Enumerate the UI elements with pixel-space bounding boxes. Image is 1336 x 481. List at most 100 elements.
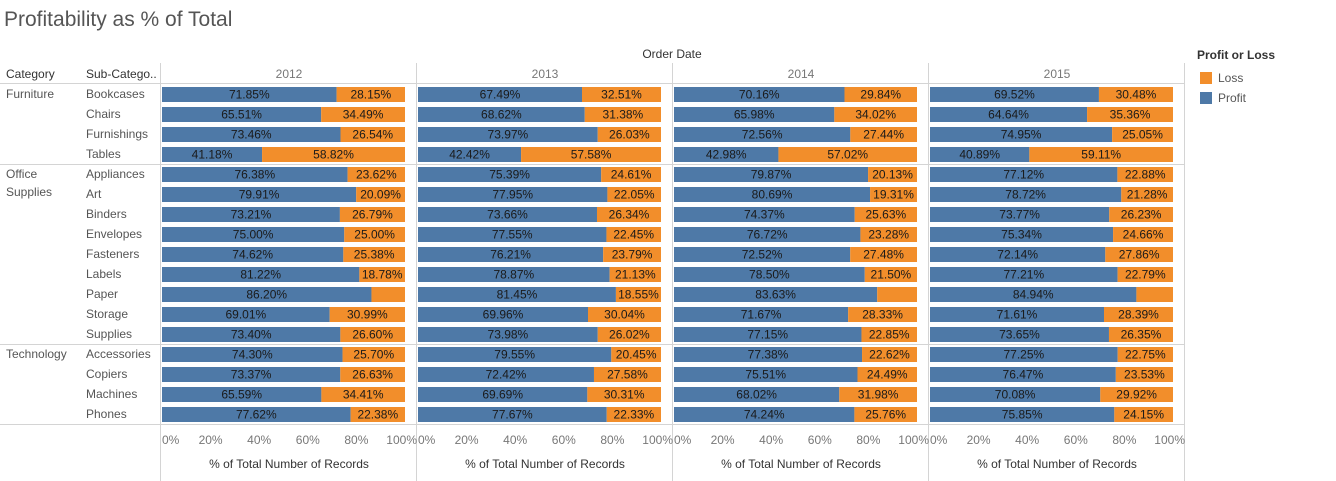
bar-profit	[418, 147, 522, 162]
bar-loss	[864, 267, 917, 282]
bar-loss	[356, 187, 405, 202]
bar-loss	[321, 107, 405, 122]
x-tick-label: 60%	[808, 433, 832, 447]
bar-loss	[1109, 207, 1173, 222]
data-label-loss: 27.44%	[863, 128, 904, 142]
legend-item-profit[interactable]: Profit	[1197, 88, 1327, 108]
data-label-profit: 71.61%	[997, 308, 1038, 322]
bar-profit	[418, 87, 583, 102]
data-label-profit: 74.62%	[232, 248, 273, 262]
bar-loss	[321, 387, 405, 402]
bar-profit	[930, 267, 1118, 282]
data-label-profit: 77.25%	[1004, 348, 1045, 362]
bar-profit	[674, 407, 855, 422]
data-label-loss: 31.38%	[603, 108, 644, 122]
bar-profit	[674, 87, 845, 102]
bar-loss	[343, 247, 405, 262]
row-header-subcategory: Sub-Catego..	[86, 67, 157, 81]
bar-loss	[854, 207, 917, 222]
subcategory-label: Appliances	[86, 167, 145, 181]
bar-profit	[418, 287, 616, 302]
bar-profit	[162, 167, 348, 182]
bar-profit	[674, 347, 863, 362]
data-label-profit: 76.38%	[234, 168, 275, 182]
data-label-profit: 68.62%	[481, 108, 522, 122]
data-label-loss: 25.76%	[865, 408, 906, 422]
data-label-profit: 71.67%	[741, 308, 782, 322]
bar-profit	[674, 327, 862, 342]
data-label-profit: 73.21%	[231, 208, 272, 222]
bar-loss	[593, 367, 661, 382]
x-tick-label: 0%	[930, 433, 948, 447]
data-label-profit: 65.51%	[221, 108, 262, 122]
bar-profit	[418, 267, 610, 282]
bar-profit	[162, 147, 263, 162]
data-label-loss: 18.55%	[618, 288, 659, 302]
subcategory-label: Fasteners	[86, 247, 139, 261]
bar-profit	[418, 127, 598, 142]
bar-profit	[162, 127, 341, 142]
bar-profit	[418, 167, 602, 182]
data-label-loss: 23.62%	[356, 168, 397, 182]
row-header-category: Category	[6, 67, 55, 81]
bar-loss	[1108, 327, 1173, 342]
bar-profit	[418, 227, 607, 242]
subcategory-label: Labels	[86, 267, 121, 281]
year-header-2012: 2012	[276, 67, 303, 81]
bar-profit	[674, 187, 871, 202]
data-label-loss: 26.54%	[352, 128, 393, 142]
data-label-profit: 80.69%	[752, 188, 793, 202]
data-label-loss: 26.35%	[1121, 328, 1162, 342]
data-label-loss: 57.58%	[571, 148, 612, 162]
subcategory-label: Copiers	[86, 367, 127, 381]
bar-profit	[162, 207, 340, 222]
x-axis-title: % of Total Number of Records	[977, 457, 1137, 471]
bar-profit	[674, 387, 840, 402]
bar-loss	[603, 247, 661, 262]
data-label-profit: 81.22%	[240, 268, 281, 282]
data-label-profit: 73.37%	[231, 368, 272, 382]
legend-item-loss[interactable]: Loss	[1197, 68, 1327, 88]
data-label-profit: 69.69%	[482, 388, 523, 402]
bar-profit	[418, 327, 598, 342]
data-label-profit: 77.38%	[748, 348, 789, 362]
x-tick-label: 80%	[856, 433, 880, 447]
data-label-loss: 34.41%	[343, 388, 384, 402]
bar-loss	[336, 87, 405, 102]
data-label-profit: 69.01%	[225, 308, 266, 322]
data-label-loss: 25.05%	[1122, 128, 1163, 142]
x-tick-label: 40%	[247, 433, 271, 447]
data-label-loss: 57.02%	[827, 148, 868, 162]
bar-profit	[162, 87, 337, 102]
data-label-loss: 30.99%	[347, 308, 388, 322]
data-label-profit: 76.21%	[490, 248, 531, 262]
bar-loss	[342, 347, 405, 362]
bar-loss	[1114, 407, 1173, 422]
bar-loss	[606, 407, 661, 422]
bar-loss	[848, 307, 917, 322]
data-label-profit: 73.97%	[488, 128, 529, 142]
data-label-profit: 77.55%	[492, 228, 533, 242]
category-label: Furniture	[6, 87, 54, 101]
bar-profit	[674, 207, 855, 222]
bar-profit	[930, 167, 1118, 182]
year-header-2014: 2014	[788, 67, 815, 81]
bar-profit	[930, 287, 1137, 302]
x-tick-label: 100%	[1154, 433, 1185, 447]
x-tick-label: 0%	[162, 433, 180, 447]
data-label-profit: 75.51%	[745, 368, 786, 382]
subcategory-label: Supplies	[86, 327, 132, 341]
data-label-loss: 30.31%	[604, 388, 645, 402]
bar-profit	[162, 387, 322, 402]
bar-profit	[674, 147, 779, 162]
x-tick-label: 80%	[600, 433, 624, 447]
bar-loss	[861, 327, 917, 342]
year-header-2015: 2015	[1044, 67, 1071, 81]
bar-profit	[930, 87, 1099, 102]
subcategory-label: Tables	[86, 147, 121, 161]
bar-profit	[162, 347, 343, 362]
x-tick-label: 20%	[967, 433, 991, 447]
data-label-loss: 25.38%	[354, 248, 395, 262]
data-label-loss: 20.45%	[616, 348, 657, 362]
data-label-loss: 27.58%	[607, 368, 648, 382]
